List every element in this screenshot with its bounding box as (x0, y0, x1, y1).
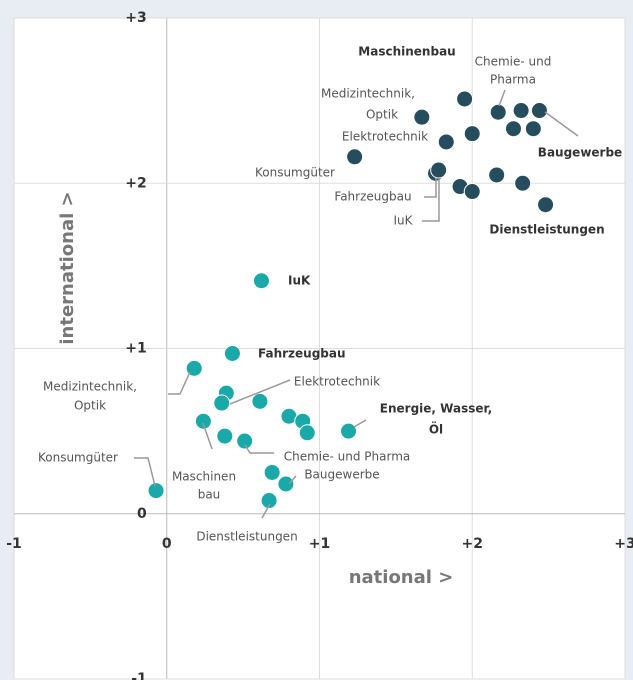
y-tick-label: -1 (131, 671, 147, 680)
y-tick-label: +3 (125, 10, 146, 26)
point (430, 161, 448, 179)
point (252, 272, 270, 290)
annotation: Chemie- und Pharma (284, 450, 411, 464)
point (277, 475, 295, 493)
annotation: Dienstleistungen (196, 530, 297, 544)
annotation: bau (198, 488, 221, 502)
x-tick-label: +2 (462, 536, 483, 552)
point (147, 482, 165, 500)
y-tick-label: +1 (125, 341, 146, 357)
point (263, 463, 281, 481)
annotation: Maschinenbau (358, 45, 455, 59)
annotation: Konsumgüter (255, 166, 335, 180)
point (489, 103, 507, 121)
point (346, 148, 364, 166)
leader-line (424, 178, 437, 198)
annotation: Optik (366, 108, 398, 122)
leader-line (544, 111, 579, 137)
annotation: Elektrotechnik (342, 130, 428, 144)
annotation: Konsumgüter (38, 451, 118, 465)
leader-line (353, 419, 367, 428)
annotation: IuK (288, 274, 311, 288)
leader-line (261, 503, 271, 519)
point (251, 392, 269, 410)
annotation: Baugewerbe (538, 146, 622, 160)
leader-line (422, 178, 440, 222)
annotation: Energie, Wasser, (380, 402, 492, 416)
annotation: Öl (429, 422, 443, 437)
point (488, 166, 506, 184)
x-tick-label: +3 (614, 536, 633, 552)
annotation: Dienstleistungen (489, 223, 604, 237)
annotation: Elektrotechnik (294, 375, 380, 389)
point (260, 492, 278, 510)
leader-line (202, 422, 213, 450)
point (413, 108, 431, 126)
annotation: Fahrzeugbau (334, 190, 411, 204)
annotation: Optik (74, 399, 106, 413)
point (223, 344, 241, 362)
x-axis-label: national > (349, 567, 454, 588)
point (530, 102, 548, 120)
leader-line (288, 475, 297, 485)
annotation: Fahrzeugbau (258, 347, 346, 361)
annotation: Chemie- und (475, 55, 552, 69)
y-tick-label: 0 (137, 506, 147, 522)
annotation: IuK (393, 214, 413, 228)
y-tick-label: +2 (125, 175, 146, 191)
annotation: Medizintechnik, (43, 380, 137, 394)
point (514, 174, 532, 192)
x-tick-label: +1 (309, 536, 330, 552)
point (216, 427, 234, 445)
y-axis-label: international > (57, 191, 78, 344)
point (504, 120, 522, 138)
annotation: Pharma (490, 73, 536, 87)
leader-line (244, 444, 274, 454)
point (512, 102, 530, 120)
leader-line (168, 371, 191, 395)
x-tick-label: -1 (6, 536, 22, 552)
annotation: Baugewerbe (304, 468, 379, 482)
point (437, 133, 455, 151)
leader-line (229, 379, 291, 405)
point (456, 90, 474, 108)
annotation: Medizintechnik, (321, 87, 415, 101)
leader-line (134, 457, 156, 487)
point (236, 432, 254, 450)
leader-line (498, 89, 506, 107)
point (194, 412, 212, 430)
annotation: Maschinen (172, 470, 236, 484)
point (463, 183, 481, 201)
point (298, 424, 316, 442)
point (463, 125, 481, 143)
point (340, 422, 358, 440)
point (537, 196, 555, 214)
x-tick-label: 0 (162, 536, 172, 552)
point (524, 120, 542, 138)
point (213, 394, 231, 412)
